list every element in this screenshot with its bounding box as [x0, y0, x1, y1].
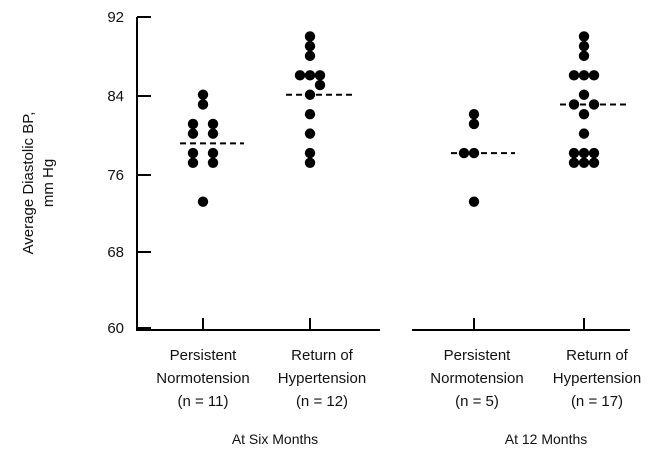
data-point-12-return-2	[578, 40, 590, 52]
data-point-12-return-4	[568, 70, 580, 81]
data-point-six-return-6	[314, 70, 326, 81]
data-point-six-return-4	[294, 70, 306, 81]
group-label-six-months: At Six Months	[232, 431, 318, 447]
y-axis-title-line2: mm Hg	[40, 159, 57, 207]
data-point-six-return-7	[314, 79, 326, 91]
data-point-12-return-3	[578, 50, 590, 62]
data-point-six-persistent-5	[187, 128, 199, 139]
data-point-12-return-17	[588, 157, 600, 168]
category-label-12-persistent-line3: (n = 5)	[455, 393, 499, 410]
data-point-six-persistent-1	[197, 89, 209, 100]
data-point-six-persistent-9	[187, 157, 199, 168]
data-point-six-return-12	[304, 157, 316, 168]
group-label-12-months: At 12 Months	[505, 431, 588, 447]
data-point-six-persistent-4	[207, 118, 219, 130]
data-point-six-return-9	[304, 108, 316, 120]
y-ticks: 60 68 76 84 92	[107, 9, 151, 337]
data-point-six-return-3	[304, 50, 316, 62]
data-point-six-return-5	[304, 70, 316, 81]
data-point-12-return-6	[588, 70, 600, 81]
data-point-12-return-5	[578, 70, 590, 81]
y-axis-title-line1: Average Diastolic BP,	[20, 112, 37, 255]
data-point-six-return-8	[304, 89, 316, 100]
data-point-six-persistent-8	[207, 147, 219, 159]
y-tick-label-84: 84	[107, 88, 124, 105]
y-tick-label-76: 76	[107, 167, 124, 184]
data-point-six-return-11	[304, 147, 316, 159]
data-point-12-persistent-1	[468, 108, 480, 120]
data-point-six-persistent-2	[197, 99, 209, 110]
data-point-12-return-7	[578, 89, 590, 100]
data-point-12-persistent-4	[468, 147, 480, 159]
data-point-12-return-9	[588, 99, 600, 110]
data-point-12-return-14	[588, 147, 600, 159]
data-point-six-return-1	[304, 31, 316, 42]
data-point-six-persistent-3	[187, 118, 199, 130]
data-point-six-persistent-10	[207, 157, 219, 168]
category-label-six-return-line1: Return of	[291, 347, 354, 364]
data-points	[187, 31, 600, 207]
y-tick-label-60: 60	[107, 320, 124, 337]
data-point-12-return-13	[578, 147, 590, 159]
category-label-six-persistent-line2: Normotension	[156, 370, 249, 387]
data-point-12-persistent-2	[468, 118, 480, 130]
category-label-12-return-line2: Hypertension	[553, 370, 641, 387]
category-label-six-persistent-line1: Persistent	[170, 347, 238, 364]
category-label-12-return-line3: (n = 17)	[571, 393, 623, 410]
mean-lines	[180, 93, 626, 155]
data-point-six-persistent-6	[207, 128, 219, 139]
data-point-six-return-2	[304, 40, 316, 52]
data-point-12-return-1	[578, 31, 590, 42]
y-tick-label-68: 68	[107, 244, 124, 261]
category-label-12-return-line1: Return of	[566, 347, 629, 364]
category-label-six-persistent-line3: (n = 11)	[178, 393, 229, 410]
category-label-six-return-line3: (n = 12)	[296, 393, 348, 410]
y-tick-label-92: 92	[107, 9, 124, 26]
data-point-12-return-16	[578, 157, 590, 168]
data-point-12-persistent-3	[458, 147, 470, 159]
data-point-12-return-15	[568, 157, 580, 168]
data-point-six-persistent-7	[187, 147, 199, 159]
data-point-12-return-8	[568, 99, 580, 110]
data-point-six-persistent-11	[197, 196, 209, 207]
data-point-six-return-10	[304, 128, 316, 139]
category-label-12-persistent-line1: Persistent	[444, 347, 512, 364]
category-label-12-persistent-line2: Normotension	[430, 370, 523, 387]
data-point-12-return-12	[568, 147, 580, 159]
data-point-12-persistent-5	[468, 196, 480, 207]
data-point-12-return-11	[578, 128, 590, 139]
data-point-12-return-10	[578, 108, 590, 120]
category-labels: Persistent Normotension (n = 11) Return …	[156, 347, 641, 410]
category-label-six-return-line2: Hypertension	[278, 370, 366, 387]
